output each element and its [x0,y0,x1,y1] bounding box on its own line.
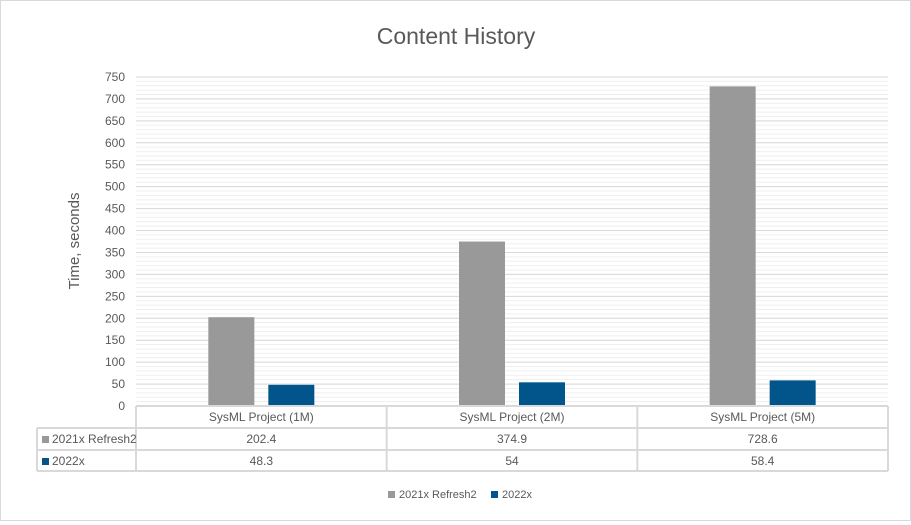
table-value: 374.9 [497,432,527,446]
bar [519,382,565,406]
y-tick-label: 50 [112,377,126,391]
table-value: 58.4 [751,454,775,468]
legend-swatch [491,491,498,498]
legend-entry: 2022x [502,489,532,501]
table-series-name: 2022x [52,454,85,468]
bar [459,241,505,406]
chart-title: Content History [377,23,536,49]
y-tick-label: 550 [105,158,125,172]
category-label: SysML Project (1M) [209,410,314,424]
y-tick-label: 150 [105,333,125,347]
y-tick-label: 600 [105,136,125,150]
y-axis-label: Time, seconds [66,193,83,290]
legend-entry: 2021x Refresh2 [399,489,477,501]
y-tick-label: 350 [105,245,125,259]
y-tick-label: 100 [105,355,125,369]
category-label: SysML Project (2M) [460,410,565,424]
bar [769,380,816,406]
table-value: 54 [505,454,519,468]
bar [208,317,255,406]
y-tick-label: 0 [118,399,125,413]
y-tick-label: 500 [105,180,125,194]
y-tick-label: 750 [105,70,125,84]
category-label: SysML Project (5M) [710,410,815,424]
legend-key [42,458,49,465]
table-series-name: 2021x Refresh2 [52,432,137,446]
legend-swatch [388,491,395,498]
table-value: 48.3 [250,454,274,468]
y-tick-label: 200 [105,311,125,325]
y-tick-label: 650 [105,114,125,128]
y-tick-label: 450 [105,202,125,216]
table-value: 202.4 [246,432,276,446]
y-tick-label: 700 [105,92,125,106]
y-tick-label: 250 [105,289,125,303]
y-tick-label: 300 [105,267,125,281]
bar [268,384,315,406]
y-tick-label: 400 [105,224,125,238]
legend-key [42,436,49,443]
table-value: 728.6 [748,432,778,446]
bar [709,86,756,407]
